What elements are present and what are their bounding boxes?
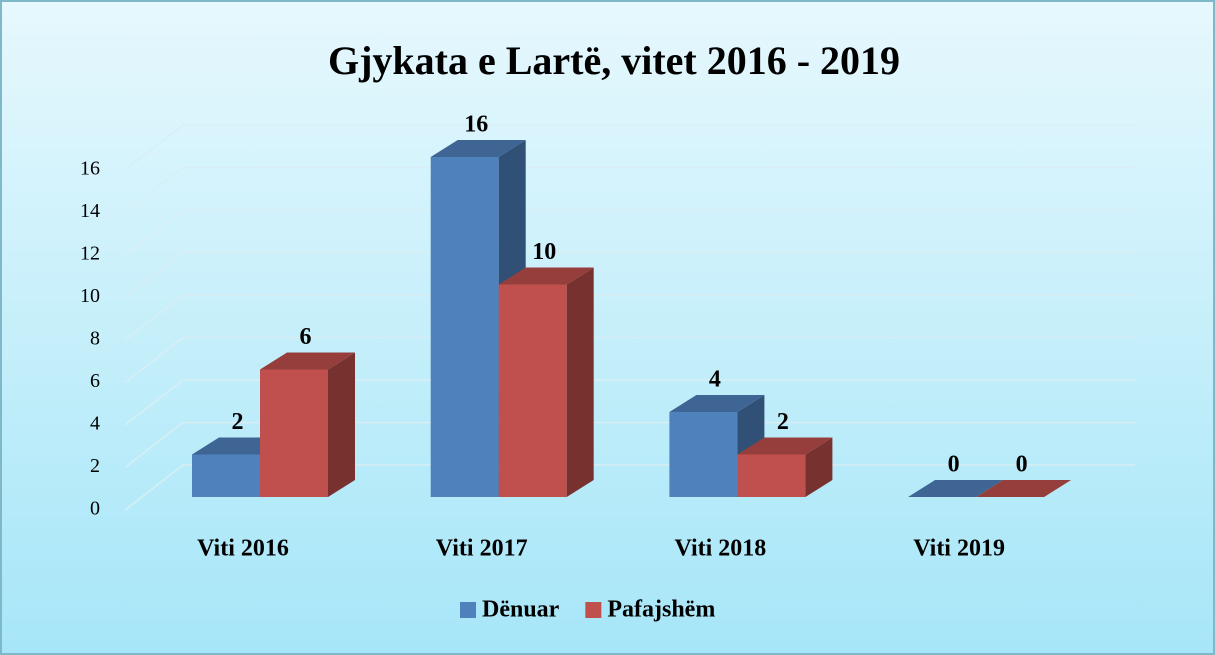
x-tick-label: Viti 2018 xyxy=(675,536,767,562)
data-label: 0 xyxy=(1016,452,1028,478)
grid-line xyxy=(124,209,1135,256)
bar-side xyxy=(805,437,833,497)
legend-swatch xyxy=(585,602,602,618)
bar-side xyxy=(328,352,355,497)
y-tick-label: 2 xyxy=(90,455,100,477)
grid-line xyxy=(124,251,1135,299)
bar-front xyxy=(430,157,499,497)
x-tick-label: Viti 2019 xyxy=(913,536,1005,562)
y-tick-label: 12 xyxy=(80,243,100,265)
bar xyxy=(908,480,1004,497)
bar-side xyxy=(566,267,594,497)
y-tick-label: 8 xyxy=(90,328,100,350)
bar-top xyxy=(976,480,1072,497)
legend-label: Dënuar xyxy=(482,597,560,623)
data-label: 2 xyxy=(232,409,244,435)
bar-front xyxy=(498,284,567,497)
y-tick-label: 10 xyxy=(80,285,100,307)
bar-top xyxy=(260,352,355,370)
bar-top xyxy=(737,437,833,455)
grid-line xyxy=(124,379,1135,426)
data-label: 4 xyxy=(709,367,721,393)
data-label: 10 xyxy=(532,239,556,265)
grid-line xyxy=(124,166,1135,214)
x-tick-label: Viti 2016 xyxy=(197,536,289,562)
bar-top xyxy=(908,480,1004,497)
bar xyxy=(498,267,594,497)
chart-title: Gjykata e Lartë, vitet 2016 - 2019 xyxy=(328,38,900,83)
bar-front xyxy=(737,454,806,497)
y-tick-label: 0 xyxy=(90,498,100,520)
bar xyxy=(976,480,1072,497)
grid-line xyxy=(124,421,1135,469)
bar-top xyxy=(669,395,765,412)
bar-front xyxy=(669,412,738,497)
legend-label: Pafajshëm xyxy=(607,597,715,623)
data-label: 16 xyxy=(464,112,488,138)
bar xyxy=(737,437,833,497)
y-tick-label: 14 xyxy=(80,200,100,222)
legend-swatch xyxy=(460,602,476,618)
data-label: 0 xyxy=(948,452,960,478)
grid-line xyxy=(124,124,1135,171)
data-label: 2 xyxy=(777,409,789,435)
grid-line xyxy=(124,294,1135,341)
x-tick-label: Viti 2017 xyxy=(436,536,528,562)
y-tick-label: 4 xyxy=(90,413,100,435)
bar-top xyxy=(498,267,594,285)
bar xyxy=(260,352,355,497)
bar-front xyxy=(260,369,328,497)
bar-top xyxy=(430,140,526,157)
grid-line xyxy=(124,336,1135,384)
y-tick-label: 6 xyxy=(90,370,100,392)
data-label: 6 xyxy=(300,324,312,350)
bar-front xyxy=(192,454,260,497)
y-tick-label: 16 xyxy=(80,158,100,180)
